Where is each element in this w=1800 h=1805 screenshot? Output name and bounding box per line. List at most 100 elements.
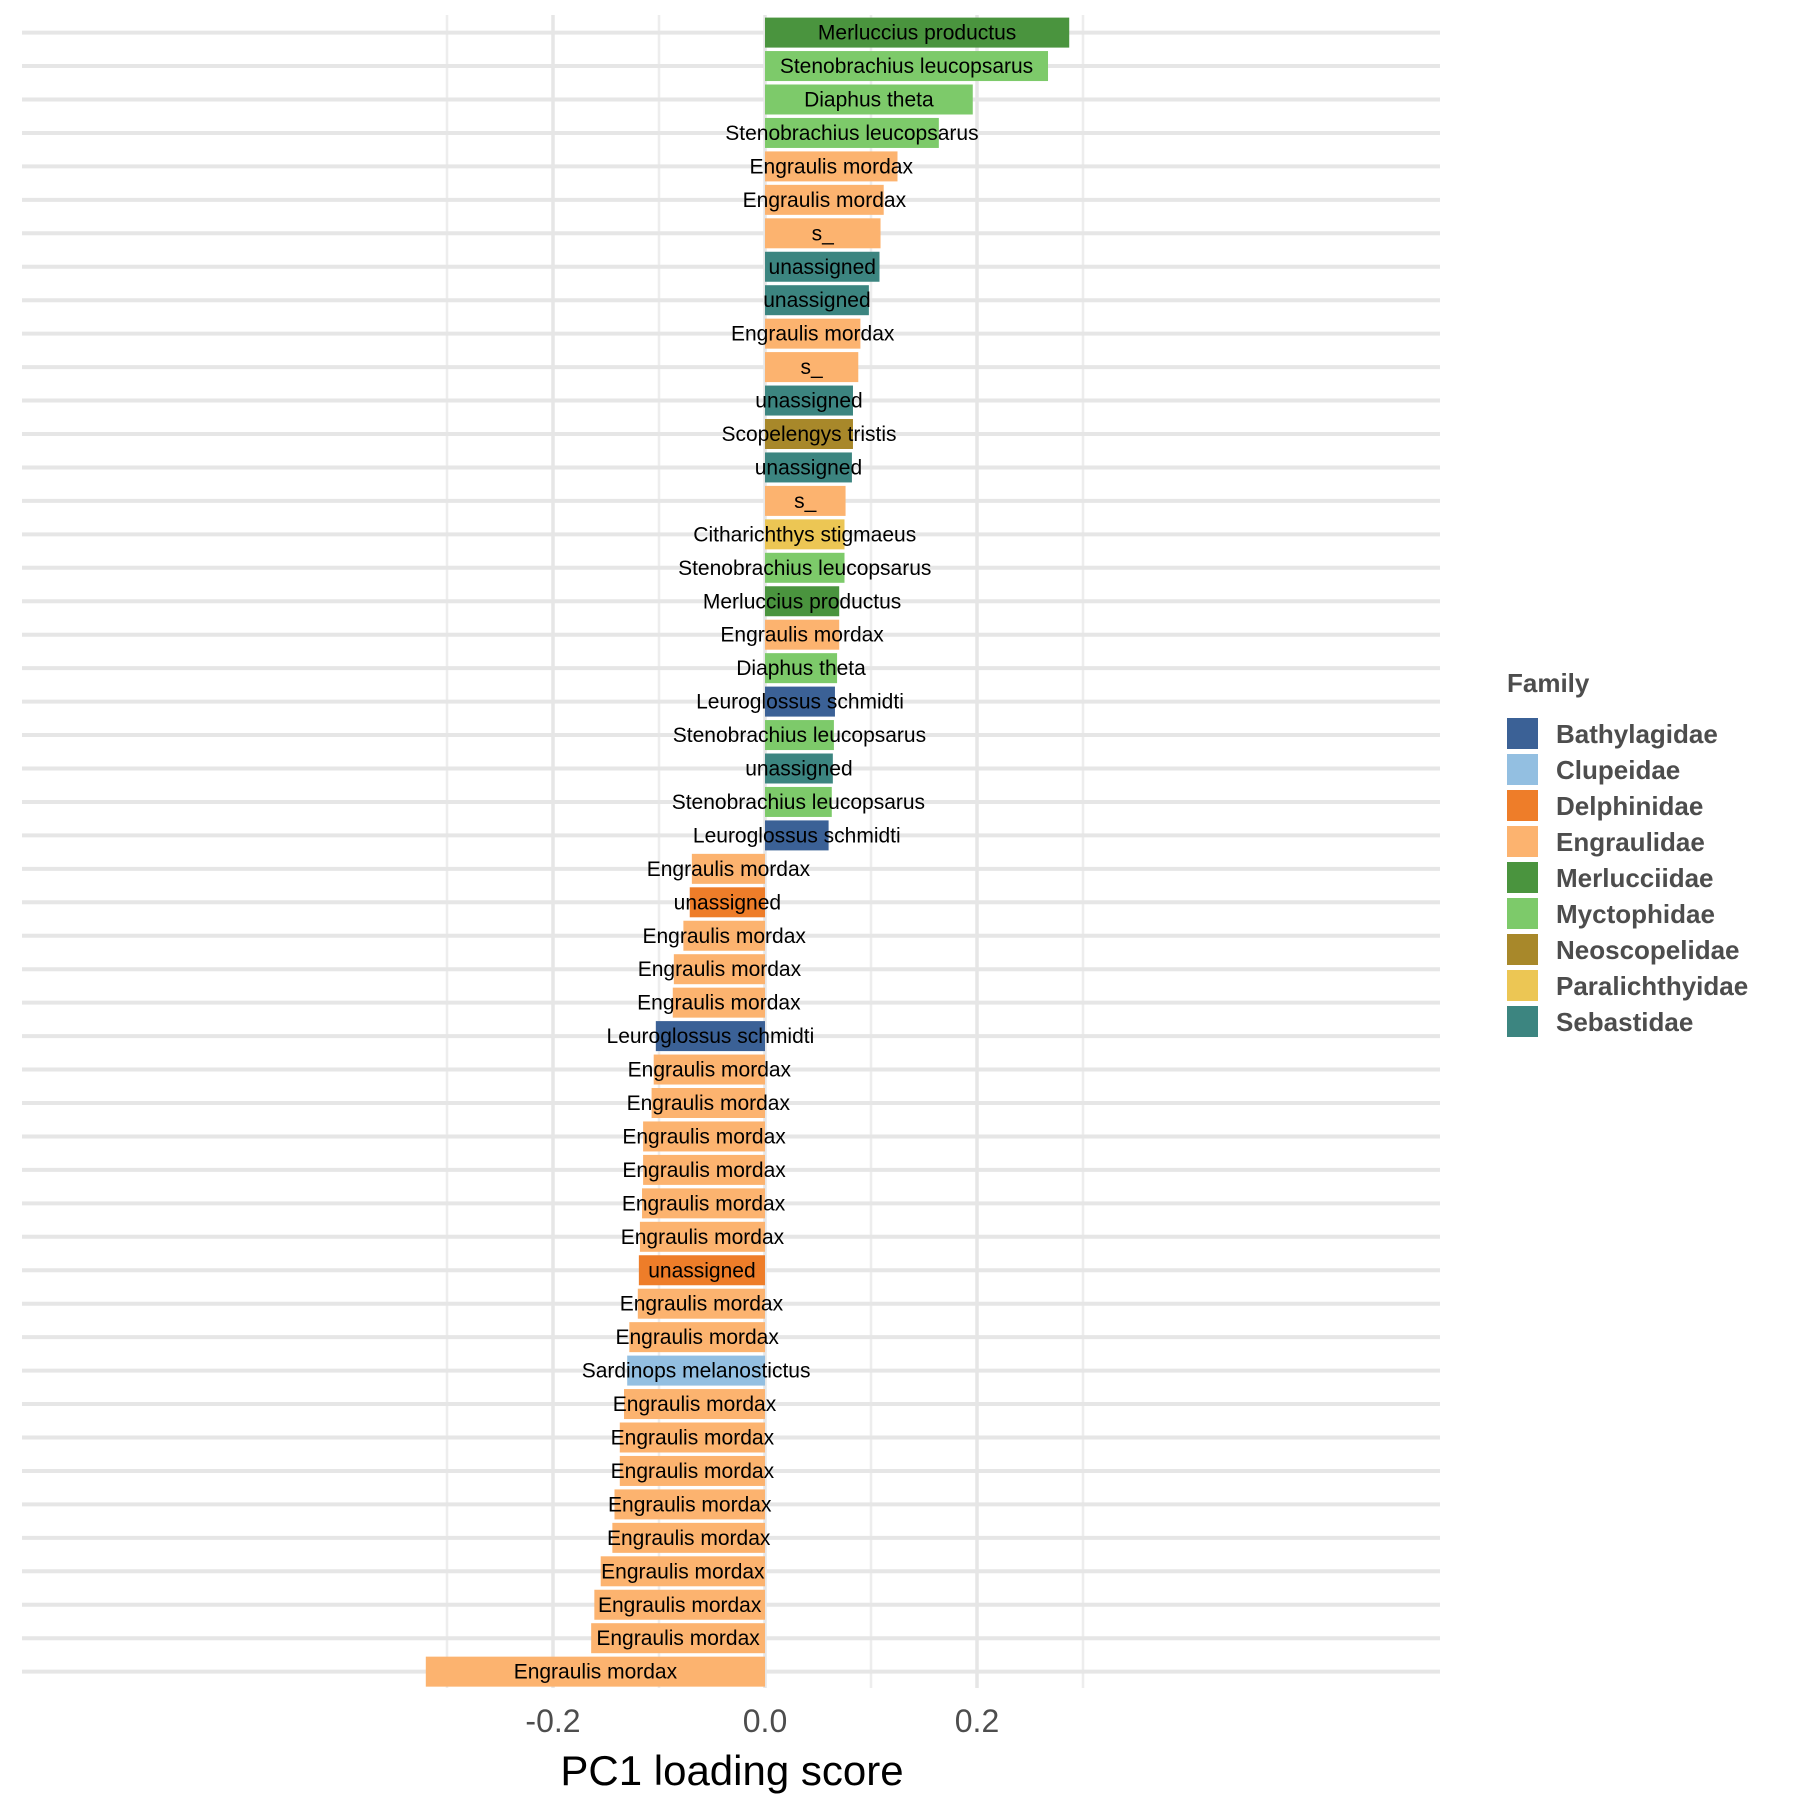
bar-label: s_ [801,356,824,379]
legend-swatch [1507,790,1538,821]
bar [765,51,1049,82]
bar-label: Engraulis mordax [637,992,801,1015]
bars-group [425,17,1070,1687]
bar-label: unassigned [755,456,862,479]
bar-label: s_ [794,490,817,513]
legend-label: Bathylagidae [1556,719,1718,749]
bar [765,519,845,550]
bar [765,17,1070,48]
bar [765,720,834,751]
bar-label: Engraulis mordax [620,1293,784,1316]
legend: Family Bathylagidae Clupeidae Delphinidae E… [1507,668,1748,1037]
legend-label: Neoscopelidae [1556,935,1740,965]
legend-label: Merlucciidae [1556,863,1714,893]
bar-label: Merluccius productus [818,22,1016,45]
legend-swatch [1507,898,1538,929]
bar [629,1322,765,1353]
bar-label: Engraulis mordax [743,189,907,212]
bar-label: Leuroglossus schmidti [607,1025,815,1048]
bar [765,318,861,349]
bar-label: Stenobrachius leucopsarus [780,55,1033,78]
bar [765,619,840,650]
bar-label: Engraulis mordax [598,1594,762,1617]
bar-label: Engraulis mordax [608,1493,772,1516]
bar-label: Engraulis mordax [611,1460,775,1483]
legend-title: Family [1507,668,1590,698]
bar [638,1255,765,1286]
bar-label: s_ [812,222,835,245]
bar-label: Engraulis mordax [638,958,802,981]
legend-swatch [1507,718,1538,749]
bar-labels-group: Merluccius productus Stenobrachius leucop… [514,22,1033,1684]
bar [643,1121,765,1152]
bar-label: unassigned [648,1259,755,1282]
bar [765,753,833,784]
bar [643,1154,765,1185]
bar-label: Leuroglossus schmidti [696,691,904,714]
bar [683,920,765,951]
bar [651,1088,765,1118]
bar-label: Merluccius productus [703,590,901,613]
bar-label: Stenobrachius leucopsarus [672,791,925,814]
bar-label: unassigned [755,390,862,413]
bar [765,285,869,316]
legend-items: Bathylagidae Clupeidae Delphinidae Engrauli… [1507,718,1748,1037]
bar-label: Engraulis mordax [642,925,806,948]
bar [627,1355,765,1386]
bar [765,117,939,148]
bar-label: Engraulis mordax [622,1125,786,1148]
x-tick-label: 0.0 [743,1703,787,1739]
legend-label: Paralichthyidae [1556,971,1748,1001]
bar [765,218,881,249]
bar-label: Diaphus theta [736,657,866,680]
bar-label: Engraulis mordax [611,1427,775,1450]
legend-swatch [1507,934,1538,965]
legend-swatch [1507,862,1538,893]
bar-label: Scopelengys tristis [721,423,896,446]
bar [765,485,846,516]
x-axis-title: PC1 loading score [560,1747,903,1794]
bar-label: Sardinops melanostictus [582,1360,811,1383]
legend-label: Myctophidae [1556,899,1715,929]
bar-label: Engraulis mordax [622,1192,786,1215]
bar [765,586,840,617]
bar [765,452,852,483]
bar-label: Engraulis mordax [601,1560,765,1583]
bar-label: unassigned [763,289,870,312]
bar-label: Engraulis mordax [647,858,811,881]
bar [765,251,880,282]
legend-label: Clupeidae [1556,755,1680,785]
bar [689,887,765,918]
minor-gridlines-x [445,15,1085,1688]
bar [614,1489,765,1520]
legend-label: Delphinidae [1556,791,1703,821]
bar [600,1556,765,1587]
bar [653,1054,765,1085]
bar [624,1389,765,1420]
bar-label: unassigned [674,891,781,914]
bar [765,786,832,817]
bar [425,1656,765,1687]
bar [765,419,853,449]
bar [612,1522,765,1553]
bar [765,184,884,215]
bar [765,686,835,717]
bar-label: unassigned [769,256,876,279]
bar [765,552,845,583]
legend-label: Engraulidae [1556,827,1705,857]
bar [765,385,853,416]
bar [637,1288,765,1319]
bar [765,151,898,182]
bar [691,853,765,884]
bar [765,84,973,115]
legend-label: Sebastidae [1556,1007,1693,1037]
bar [619,1422,765,1453]
bar-label: Stenobrachius leucopsarus [673,724,926,747]
bar [765,352,859,383]
bar-label: Engraulis mordax [615,1326,779,1349]
bar [765,653,838,684]
legend-swatch [1507,826,1538,857]
bar [673,954,765,985]
bar [591,1623,765,1654]
bar-label: Engraulis mordax [607,1527,771,1550]
